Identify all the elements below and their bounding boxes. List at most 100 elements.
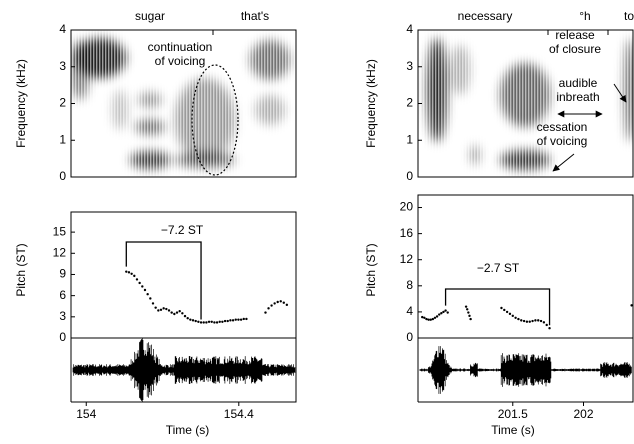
pitch-point [423,316,426,319]
pitch-point [239,318,243,321]
pitch-point [170,311,173,314]
pitch-point [159,308,163,311]
pitch-point [429,318,432,321]
y-tick-label: 0 [406,330,413,344]
word-label: necessary [458,9,513,23]
pitch-point [242,317,245,321]
pitch-point [207,320,211,323]
pitch-point [234,318,237,321]
pitch-point [157,309,160,312]
pitch-point [435,315,439,318]
pitch-point [151,302,155,305]
y-tick-label: 3 [59,309,66,323]
pitch-point [446,311,449,314]
y-tick-label: 4 [59,22,66,36]
pitch-point [531,319,534,323]
y-tick-label: 3 [59,59,66,73]
pitch-point [522,319,526,323]
pitch-point [425,317,428,321]
pitch-point [279,300,282,303]
pitch-point [146,293,149,296]
difference-label: −7.2 ST [161,223,204,237]
pitch-point [517,317,520,321]
striations [418,30,633,177]
pitch-point [189,318,192,321]
pitch-point [528,320,531,323]
pitch-point [520,319,523,322]
pitch-point [467,311,470,314]
y-tick-label: 3 [406,59,413,73]
pitch-point [226,319,229,323]
pitch-point [505,310,509,314]
y-axis-label: Pitch (ST) [14,243,28,296]
pitch-point [542,321,546,324]
y-tick-label: 0 [406,169,413,183]
pitch-point [539,319,543,323]
annotation: release [555,28,595,42]
pitch-point [267,307,270,310]
pitch-point [149,297,152,300]
word-label: °h [579,9,590,23]
y-tick-label: 12 [53,245,67,259]
difference-label: −2.7 ST [477,261,520,275]
pitch-point [229,319,232,322]
x-tick-label: 201.5 [498,407,528,421]
annotation: inbreath [556,90,599,104]
pitch-point [534,319,537,322]
pitch-point [205,321,208,324]
pitch-frame [70,211,297,403]
pitch-point [135,278,139,281]
spectrogram [71,30,296,177]
pitch-point [173,312,176,316]
pitch-point [464,305,468,308]
pitch-point [508,312,512,316]
y-tick-label: 9 [59,267,66,281]
pitch-point [276,300,279,304]
pitch-point [133,274,136,278]
pitch-point [221,320,224,323]
annotation: of voicing [155,54,206,68]
arrow [613,83,627,103]
y-tick-label: 6 [59,288,66,302]
y-tick-label: 1 [406,132,413,146]
y-tick-label: 2 [59,96,66,110]
pitch-point [245,317,248,321]
x-tick-label: 154 [76,407,96,421]
y-tick-label: 15 [53,224,67,238]
pitch-point [427,318,430,321]
pitch-point [223,319,227,323]
annotation: of voicing [537,134,588,148]
pitch-point [154,306,157,309]
y-tick-label: 2 [406,96,413,110]
pitch-point [215,321,219,324]
waveform [419,346,632,394]
y-axis-label: Frequency (kHz) [14,59,28,148]
pitch-point [525,320,529,323]
pitch-point [264,311,267,314]
pitch-point [175,311,179,314]
pitch-point [469,317,472,321]
pitch-point [218,320,221,323]
difference-bracket [125,241,202,320]
pitch-point [511,314,514,318]
pitch-point [433,316,437,319]
pitch-point [130,272,133,275]
pitch-point [442,310,445,314]
annotation: continuation [148,40,213,54]
pitch-point [468,314,471,318]
y-tick-label: 0 [59,169,66,183]
pitch-point [213,321,216,324]
pitch-point [186,317,189,320]
y-axis-label: Frequency (kHz) [364,59,378,148]
y-axis-label: Pitch (ST) [364,243,378,296]
word-label: to [624,9,634,23]
arrow [552,153,575,172]
x-tick-label: 202 [573,407,593,421]
pitch-point [270,304,273,307]
y-tick-label: 0 [59,330,66,344]
y-tick-label: 20 [400,200,414,214]
y-tick-label: 16 [400,226,414,240]
pitch-point [285,303,289,307]
